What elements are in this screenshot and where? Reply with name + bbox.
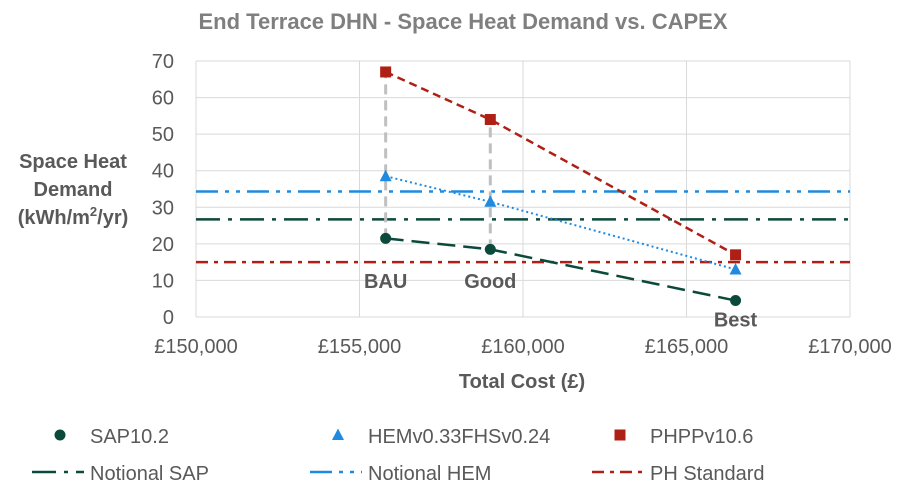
annotation-good: Good bbox=[464, 271, 516, 293]
gridlines bbox=[195, 60, 851, 318]
y-tick-label: 60 bbox=[152, 88, 174, 110]
y-axis-title-line-3: (kWh/m2/yr) bbox=[18, 204, 129, 229]
y-tick-label: 40 bbox=[152, 161, 174, 183]
x-tick-label: £155,000 bbox=[318, 336, 401, 358]
data-point-sap10-2 bbox=[380, 232, 392, 244]
y-tick-label: 0 bbox=[163, 307, 174, 329]
data-point-hemv0-33fhsv0-24 bbox=[729, 262, 742, 275]
y-axis-title-unit-end: /yr) bbox=[97, 207, 128, 229]
trendline-sap10-2 bbox=[385, 237, 736, 302]
x-tick-label: £170,000 bbox=[808, 336, 891, 358]
trendline-phppv10-6 bbox=[385, 70, 737, 256]
y-axis-title-line-1: Space Heat bbox=[19, 151, 127, 173]
x-tick-label: £165,000 bbox=[645, 336, 728, 358]
data-markers bbox=[379, 66, 742, 307]
legend-marker-phppv10-6 bbox=[614, 429, 626, 441]
legend: SAP10.2 HEMv0.33FHSv0.24 PHPPv10.6 Notional… bbox=[32, 426, 765, 485]
reference-lines bbox=[196, 190, 850, 264]
drop-lines bbox=[384, 71, 492, 250]
x-tick-label: £160,000 bbox=[481, 336, 564, 358]
y-tick-label: 20 bbox=[152, 234, 174, 256]
legend-label-hemv0-33fhsv0-24: HEMv0.33FHSv0.24 bbox=[368, 426, 550, 448]
legend-label-phppv10-6: PHPPv10.6 bbox=[650, 426, 753, 448]
y-tick-label: 70 bbox=[152, 51, 174, 73]
legend-marker-hemv0-33fhsv0-24 bbox=[332, 428, 344, 440]
point-annotations: BAU Good Best bbox=[364, 271, 758, 331]
data-point-phppv10-6 bbox=[380, 66, 392, 78]
data-point-hemv0-33fhsv0-24 bbox=[484, 195, 497, 207]
legend-label-ph-standard: PH Standard bbox=[650, 463, 765, 485]
data-point-sap10-2 bbox=[484, 243, 496, 255]
annotation-bau: BAU bbox=[364, 271, 407, 293]
data-point-phppv10-6 bbox=[730, 249, 742, 261]
y-axis-title-superscript: 2 bbox=[90, 204, 97, 219]
legend-label-sap10-2: SAP10.2 bbox=[90, 426, 169, 448]
trendline-hemv0-33fhsv0-24 bbox=[385, 175, 736, 271]
y-axis-ticks: 0 10 20 30 40 50 60 70 bbox=[152, 51, 174, 329]
annotation-best: Best bbox=[714, 310, 758, 332]
data-point-phppv10-6 bbox=[484, 114, 496, 126]
y-axis-title-unit: (kWh/m bbox=[18, 207, 90, 229]
x-axis-title: Total Cost (£) bbox=[459, 371, 585, 393]
legend-marker-sap10-2 bbox=[54, 429, 66, 441]
x-tick-label: £150,000 bbox=[154, 336, 237, 358]
y-axis-title: Space Heat Demand (kWh/m2/yr) bbox=[18, 151, 129, 229]
chart-title: End Terrace DHN - Space Heat Demand vs. … bbox=[199, 9, 728, 34]
data-point-hemv0-33fhsv0-24 bbox=[379, 169, 392, 182]
legend-label-notional-hem: Notional HEM bbox=[368, 463, 491, 485]
x-axis-ticks: £150,000 £155,000 £160,000 £165,000 £170,000 bbox=[154, 336, 891, 358]
y-axis-title-line-2: Demand bbox=[34, 179, 113, 201]
y-tick-label: 50 bbox=[152, 124, 174, 146]
legend-label-notional-sap: Notional SAP bbox=[90, 463, 209, 485]
y-tick-label: 30 bbox=[152, 197, 174, 219]
data-point-sap10-2 bbox=[730, 295, 742, 307]
trend-lines bbox=[385, 70, 737, 302]
y-tick-label: 10 bbox=[152, 270, 174, 292]
